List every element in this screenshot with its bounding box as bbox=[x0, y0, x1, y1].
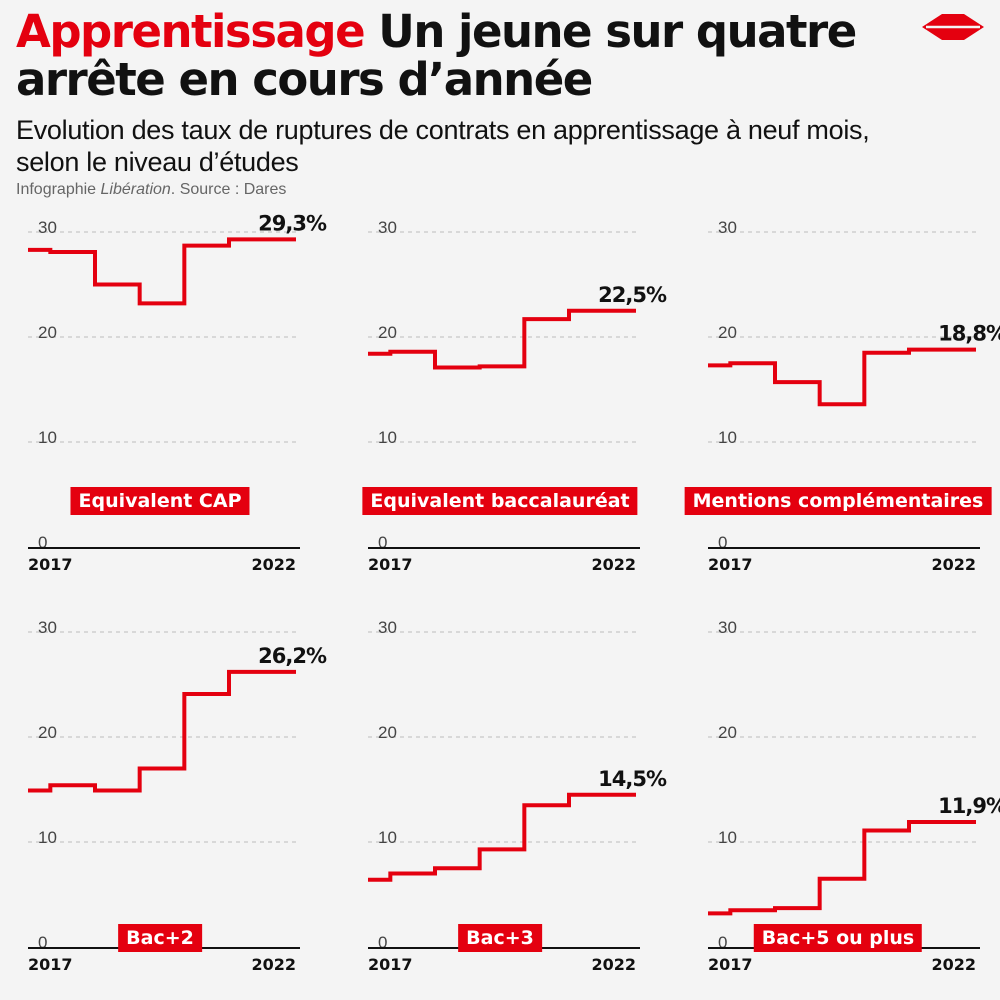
page-title: Apprentissage Un jeune sur quatre arrête… bbox=[16, 8, 916, 104]
y-tick-label: 0 bbox=[718, 933, 727, 952]
chart-panel-mentions: 0 10 20 30 2017 2022 18,8% Mentions complément… bbox=[680, 210, 1000, 610]
series-step-line bbox=[708, 347, 976, 407]
series-step-line bbox=[708, 820, 976, 916]
y-tick-label: 20 bbox=[378, 723, 397, 742]
y-tick-label: 30 bbox=[718, 618, 737, 637]
series-step-line bbox=[368, 308, 636, 370]
chart-title-badge: Bac+3 bbox=[458, 924, 542, 952]
x-tick-label: 2022 bbox=[931, 555, 976, 574]
subtitle: Evolution des taux de ruptures de contra… bbox=[16, 115, 870, 177]
x-tick-label: 2017 bbox=[368, 555, 413, 574]
chart-svg-bac2: 0 10 20 30 2017 2022 26,2% bbox=[28, 618, 328, 974]
chart-title-badge: Bac+5 ou plus bbox=[753, 924, 923, 952]
x-tick-label: 2017 bbox=[28, 955, 73, 974]
x-tick-label: 2022 bbox=[251, 955, 296, 974]
y-tick-label: 20 bbox=[718, 723, 737, 742]
chart-title-badge: Mentions complémentaires bbox=[684, 487, 992, 515]
credit-suffix: . Source : Dares bbox=[170, 181, 287, 198]
x-tick-label: 2022 bbox=[931, 955, 976, 974]
chart-title-badge: Equivalent CAP bbox=[70, 487, 250, 515]
header: Apprentissage Un jeune sur quatre arrête… bbox=[16, 8, 916, 199]
chart-svg-cap: 0 10 20 30 2017 2022 29,3% bbox=[28, 211, 328, 574]
y-tick-label: 10 bbox=[38, 428, 57, 447]
last-value-label: 18,8% bbox=[938, 322, 1000, 346]
x-tick-label: 2017 bbox=[708, 955, 753, 974]
credit-prefix: Infographie bbox=[16, 181, 101, 198]
y-tick-label: 10 bbox=[378, 428, 397, 447]
y-tick-label: 30 bbox=[38, 618, 57, 637]
chart-panel-bac: 0 10 20 30 2017 2022 22,5% Equivalent baccalau… bbox=[340, 210, 680, 610]
last-value-label: 26,2% bbox=[258, 644, 327, 668]
y-tick-label: 30 bbox=[378, 218, 397, 237]
series-step-line bbox=[28, 669, 296, 793]
chart-panel-cap: 0 10 20 30 2017 2022 29,3% Equivalent CAP bbox=[0, 210, 340, 610]
chart-panel-bac3: 0 10 20 30 2017 2022 14,5% Bac+3 bbox=[340, 610, 680, 1000]
x-tick-label: 2017 bbox=[708, 555, 753, 574]
y-tick-label: 0 bbox=[718, 533, 727, 552]
chart-title-badge: Equivalent baccalauréat bbox=[362, 487, 638, 515]
y-tick-label: 20 bbox=[38, 323, 57, 342]
series-step-line bbox=[28, 237, 296, 306]
last-value-label: 22,5% bbox=[598, 283, 667, 307]
y-tick-label: 10 bbox=[718, 828, 737, 847]
x-tick-label: 2022 bbox=[251, 555, 296, 574]
chart-panel-bac2: 0 10 20 30 2017 2022 26,2% Bac+2 bbox=[0, 610, 340, 1000]
y-tick-label: 0 bbox=[378, 933, 387, 952]
title-rest: Un jeune sur quatre arrête en cours d’an… bbox=[16, 5, 857, 106]
title-accent: Apprentissage bbox=[16, 5, 366, 58]
y-tick-label: 30 bbox=[38, 218, 57, 237]
y-tick-label: 20 bbox=[378, 323, 397, 342]
y-tick-label: 0 bbox=[378, 533, 387, 552]
y-tick-label: 10 bbox=[378, 828, 397, 847]
chart-svg-bac5: 0 10 20 30 2017 2022 11,9% bbox=[708, 618, 1000, 974]
chart-svg-mentions: 0 10 20 30 2017 2022 18,8% bbox=[708, 218, 1000, 574]
x-tick-label: 2017 bbox=[368, 955, 413, 974]
last-value-label: 14,5% bbox=[598, 767, 667, 791]
liberation-logo-icon[interactable] bbox=[922, 14, 984, 40]
chart-panel-bac5: 0 10 20 30 2017 2022 11,9% Bac+5 ou plus bbox=[680, 610, 1000, 1000]
y-tick-label: 0 bbox=[38, 933, 47, 952]
y-tick-label: 20 bbox=[38, 723, 57, 742]
y-tick-label: 10 bbox=[38, 828, 57, 847]
series-step-line bbox=[368, 792, 636, 882]
x-tick-label: 2022 bbox=[591, 955, 636, 974]
y-tick-label: 30 bbox=[378, 618, 397, 637]
credit-outlet: Libération bbox=[100, 181, 171, 198]
y-tick-label: 30 bbox=[718, 218, 737, 237]
last-value-label: 29,3% bbox=[258, 211, 327, 235]
x-tick-label: 2022 bbox=[591, 555, 636, 574]
x-tick-label: 2017 bbox=[28, 555, 73, 574]
chart-svg-bac: 0 10 20 30 2017 2022 22,5% bbox=[368, 218, 668, 574]
credit: Infographie Libération. Source : Dares bbox=[16, 181, 916, 199]
y-tick-label: 20 bbox=[718, 323, 737, 342]
last-value-label: 11,9% bbox=[938, 794, 1000, 818]
chart-title-badge: Bac+2 bbox=[118, 924, 202, 952]
y-tick-label: 0 bbox=[38, 533, 47, 552]
y-tick-label: 10 bbox=[718, 428, 737, 447]
